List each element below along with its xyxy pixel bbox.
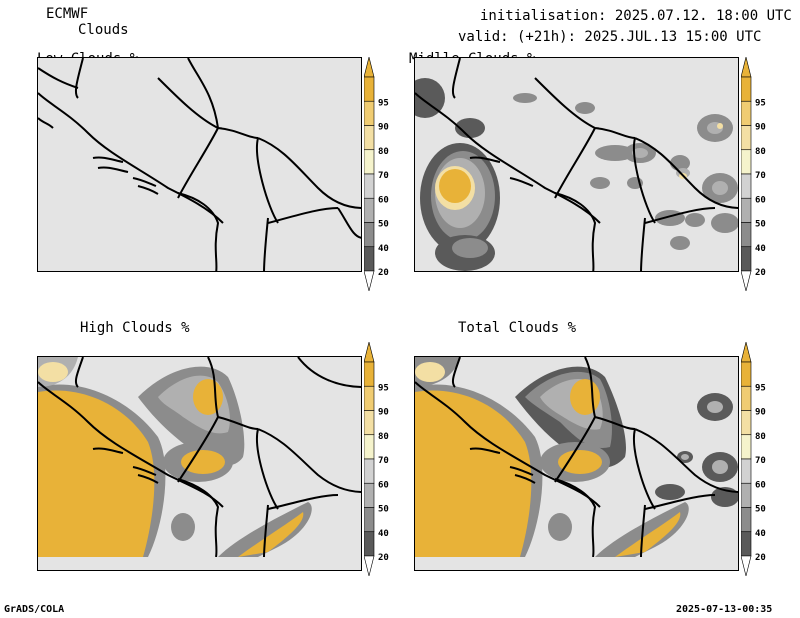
footer-timestamp: 2025-07-13-00:35 xyxy=(676,604,773,615)
colorbar-segment xyxy=(364,507,375,533)
colorbar-tick-label: 70 xyxy=(378,456,389,466)
colorbar-tick-label: 60 xyxy=(378,480,389,490)
colorbar-graphic: 95 90 80 70 60 50 40 20 xyxy=(364,57,389,291)
colorbar-tick-label: 80 xyxy=(755,432,766,442)
colorbar-segment xyxy=(741,531,752,557)
colorbar-tick-label: 40 xyxy=(755,529,766,539)
colorbar-top-arrow xyxy=(364,57,375,78)
colorbar-tick-label: 90 xyxy=(755,123,766,133)
colorbar-low: 95 90 80 70 60 50 40 20 xyxy=(364,57,404,291)
colorbar-segment xyxy=(364,222,375,248)
colorbar-segment xyxy=(741,222,752,248)
cloud-field-total xyxy=(415,357,738,557)
colorbar-segment xyxy=(364,434,375,460)
colorbar-segment xyxy=(741,507,752,533)
colorbar-segment xyxy=(741,149,752,175)
colorbar-segment xyxy=(741,246,752,272)
colorbar-segment xyxy=(741,76,752,102)
colorbar-segment xyxy=(741,100,752,126)
colorbar-segment xyxy=(364,410,375,436)
colorbar-tick-label: 40 xyxy=(378,529,389,539)
colorbar-tick-label: 80 xyxy=(378,432,389,442)
map-panel-low-clouds xyxy=(37,57,362,272)
colorbar-segment xyxy=(364,149,375,175)
colorbar-segment xyxy=(741,385,752,411)
map-panel-high-clouds xyxy=(37,356,362,571)
colorbar-tick-label: 70 xyxy=(378,171,389,181)
colorbar-top-arrow xyxy=(741,57,752,78)
colorbar-bottom-arrow xyxy=(741,270,752,291)
colorbar-middle: 95 90 80 70 60 50 40 20 xyxy=(741,57,781,291)
colorbar-tick-label: 95 xyxy=(378,383,389,393)
colorbar-segment xyxy=(741,173,752,199)
colorbar-graphic: 95 90 80 70 60 50 40 20 xyxy=(741,342,766,576)
colorbar-tick-label: 50 xyxy=(755,220,766,230)
map-panel-middle-clouds xyxy=(414,57,739,272)
colorbar-tick-label: 90 xyxy=(378,123,389,133)
colorbar-top-arrow xyxy=(364,342,375,363)
colorbar-bottom-arrow xyxy=(364,270,375,291)
colorbar-tick-label: 70 xyxy=(755,456,766,466)
map-panel-total-clouds xyxy=(414,356,739,571)
valid-time: valid: (+21h): 2025.JUL.13 15:00 UTC xyxy=(458,29,762,45)
colorbar-segment xyxy=(364,76,375,102)
colorbar-graphic: 95 90 80 70 60 50 40 20 xyxy=(741,57,766,291)
colorbar-tick-label: 95 xyxy=(378,98,389,108)
colorbar-tick-label: 80 xyxy=(378,147,389,157)
colorbar-segment xyxy=(364,361,375,387)
product-name: Clouds xyxy=(78,22,129,38)
colorbar-segment xyxy=(741,458,752,484)
coastline-borders xyxy=(38,58,361,271)
colorbar-total: 95 90 80 70 60 50 40 20 xyxy=(741,342,781,576)
colorbar-tick-label: 50 xyxy=(378,220,389,230)
colorbar-tick-label: 20 xyxy=(378,268,389,278)
panel-title-total: Total Clouds % xyxy=(458,320,577,336)
colorbar-segment xyxy=(741,125,752,151)
colorbar-tick-label: 60 xyxy=(378,195,389,205)
colorbar-high: 95 90 80 70 60 50 40 20 xyxy=(364,342,404,576)
colorbar-segment xyxy=(364,246,375,272)
cloud-field-high xyxy=(38,357,361,557)
colorbar-segment xyxy=(364,458,375,484)
colorbar-tick-label: 40 xyxy=(378,244,389,254)
colorbar-segment xyxy=(741,361,752,387)
model-name: ECMWF xyxy=(46,6,89,22)
colorbar-tick-label: 70 xyxy=(755,171,766,181)
colorbar-segment xyxy=(364,100,375,126)
colorbar-segment xyxy=(364,125,375,151)
colorbar-tick-label: 95 xyxy=(755,98,766,108)
colorbar-segment xyxy=(364,531,375,557)
panel-title-high: High Clouds % xyxy=(80,320,190,336)
colorbar-segment xyxy=(364,197,375,223)
colorbar-bottom-arrow xyxy=(364,555,375,576)
cloud-field-middle xyxy=(415,58,738,271)
colorbar-tick-label: 60 xyxy=(755,195,766,205)
colorbar-graphic: 95 90 80 70 60 50 40 20 xyxy=(364,342,389,576)
colorbar-tick-label: 90 xyxy=(755,408,766,418)
colorbar-tick-label: 95 xyxy=(755,383,766,393)
colorbar-tick-label: 60 xyxy=(755,480,766,490)
colorbar-segment xyxy=(364,482,375,508)
colorbar-segment xyxy=(741,482,752,508)
colorbar-tick-label: 80 xyxy=(755,147,766,157)
colorbar-tick-label: 20 xyxy=(378,553,389,563)
colorbar-tick-label: 50 xyxy=(755,505,766,515)
initialisation-time: initialisation: 2025.07.12. 18:00 UTC xyxy=(480,8,792,24)
footer-software: GrADS/COLA xyxy=(4,604,65,615)
colorbar-tick-label: 50 xyxy=(378,505,389,515)
colorbar-tick-label: 20 xyxy=(755,268,766,278)
colorbar-segment xyxy=(364,173,375,199)
colorbar-tick-label: 20 xyxy=(755,553,766,563)
colorbar-segment xyxy=(741,197,752,223)
colorbar-segment xyxy=(364,385,375,411)
colorbar-tick-label: 90 xyxy=(378,408,389,418)
colorbar-segment xyxy=(741,410,752,436)
colorbar-segment xyxy=(741,434,752,460)
colorbar-bottom-arrow xyxy=(741,555,752,576)
colorbar-tick-label: 40 xyxy=(755,244,766,254)
colorbar-top-arrow xyxy=(741,342,752,363)
